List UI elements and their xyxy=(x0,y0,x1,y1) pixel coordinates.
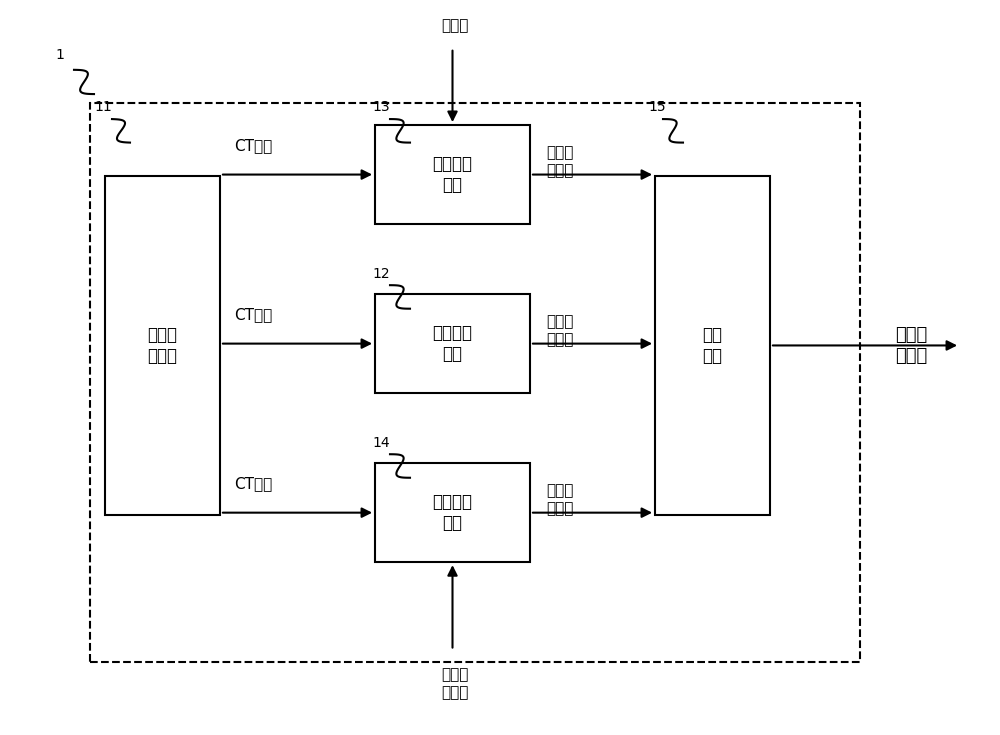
Bar xyxy=(655,176,770,514)
Text: 第一处理
模块: 第一处理 模块 xyxy=(432,324,473,363)
Text: 第三预
测结果: 第三预 测结果 xyxy=(546,484,574,516)
Text: 融合
模块: 融合 模块 xyxy=(702,326,722,365)
Text: 第一预
测结果: 第一预 测结果 xyxy=(546,315,574,347)
Text: 1: 1 xyxy=(55,49,64,62)
Bar xyxy=(90,103,860,662)
Text: 最终预
测结果: 最终预 测结果 xyxy=(895,326,927,365)
Text: CT图像: CT图像 xyxy=(234,307,272,322)
Text: 15: 15 xyxy=(648,100,666,114)
Bar xyxy=(105,176,220,514)
Text: 图像获
取模块: 图像获 取模块 xyxy=(148,326,178,365)
Text: 第二处理
模块: 第二处理 模块 xyxy=(432,155,473,194)
Text: 13: 13 xyxy=(372,100,390,114)
Text: CT图像: CT图像 xyxy=(234,476,272,491)
Text: 伪彩图: 伪彩图 xyxy=(441,18,469,33)
Text: 第三处理
模块: 第三处理 模块 xyxy=(432,493,473,532)
Text: 11: 11 xyxy=(94,100,112,114)
Text: CT图像: CT图像 xyxy=(234,138,272,153)
Bar xyxy=(375,125,530,224)
Text: 12: 12 xyxy=(372,267,390,281)
Text: 临床基
本信息: 临床基 本信息 xyxy=(441,667,469,700)
Text: 第二预
测结果: 第二预 测结果 xyxy=(546,146,574,178)
Bar xyxy=(375,463,530,562)
Bar xyxy=(375,294,530,393)
Text: 14: 14 xyxy=(372,436,390,450)
